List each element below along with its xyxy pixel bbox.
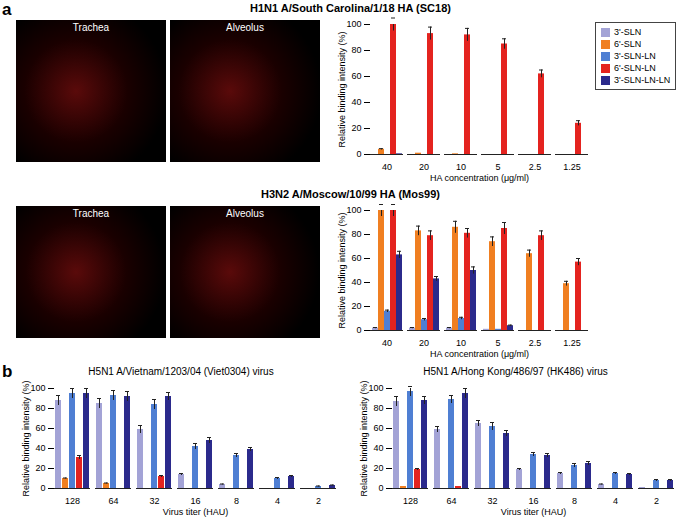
html-text:H1N1 A/South Carolina/1/18 HA: H1N1 A/South Carolina/1/18 HA (SC18): [250, 2, 451, 14]
svg-text:20: 20: [35, 463, 45, 473]
svg-text:40: 40: [373, 443, 383, 453]
svg-text:0: 0: [356, 149, 361, 159]
svg-text:40: 40: [35, 443, 45, 453]
svg-text:2: 2: [654, 496, 659, 506]
svg-text:8: 8: [572, 496, 577, 506]
svg-text:0: 0: [356, 325, 361, 335]
svg-text:20: 20: [351, 123, 361, 133]
svg-text:10: 10: [456, 338, 466, 348]
svg-text:80: 80: [351, 45, 361, 55]
html-text:6'-SLN-LN: 6'-SLN-LN: [614, 63, 656, 73]
svg-text:60: 60: [351, 253, 361, 263]
html-text:a: a: [2, 0, 12, 19]
svg-text:20: 20: [373, 463, 383, 473]
svg-text:0: 0: [40, 483, 45, 493]
svg-text:5: 5: [495, 162, 500, 172]
svg-text:HA concentration (μg/ml): HA concentration (μg/ml): [430, 349, 529, 359]
svg-text:1.25: 1.25: [563, 162, 581, 172]
html-text:3'-SLN-LN: 3'-SLN-LN: [614, 51, 656, 61]
svg-text:64: 64: [446, 496, 456, 506]
html-text:H5N1 A/Hong Kong/486/97 (HK486: H5N1 A/Hong Kong/486/97 (HK486) virus: [423, 366, 608, 377]
svg-text:16: 16: [528, 496, 538, 506]
svg-text:40: 40: [382, 338, 392, 348]
svg-text:4: 4: [613, 496, 618, 506]
svg-text:2: 2: [316, 496, 321, 506]
svg-text:Relative binding intensity (%): Relative binding intensity (%): [337, 31, 347, 147]
svg-text:60: 60: [351, 71, 361, 81]
svg-text:32: 32: [487, 496, 497, 506]
svg-text:1.25: 1.25: [563, 338, 581, 348]
html-text:Alveolus: Alveolus: [226, 208, 264, 219]
html-text:H3N2 A/Moscow/10/99 HA (Mos99): H3N2 A/Moscow/10/99 HA (Mos99): [261, 188, 440, 200]
html-text:3'-SLN-LN-LN: 3'-SLN-LN-LN: [614, 75, 671, 85]
html-text:H5N1 A/Vietnam/1203/04 (Viet03: H5N1 A/Vietnam/1203/04 (Viet0304) virus: [88, 366, 274, 377]
svg-text:16: 16: [190, 496, 200, 506]
svg-text:40: 40: [351, 97, 361, 107]
svg-text:100: 100: [346, 205, 361, 215]
svg-text:HA concentration (μg/ml): HA concentration (μg/ml): [430, 173, 529, 183]
svg-text:100: 100: [346, 19, 361, 29]
svg-text:Relative binding intensity (%): Relative binding intensity (%): [359, 380, 369, 496]
svg-text:80: 80: [35, 403, 45, 413]
svg-text:Relative binding intensity (%): Relative binding intensity (%): [337, 212, 347, 328]
svg-text:20: 20: [419, 162, 429, 172]
svg-text:128: 128: [403, 496, 418, 506]
html-text:Trachea: Trachea: [72, 208, 110, 219]
svg-text:4: 4: [275, 496, 280, 506]
svg-text:128: 128: [65, 496, 80, 506]
svg-text:60: 60: [373, 423, 383, 433]
html-text:Alveolus: Alveolus: [226, 22, 264, 33]
svg-text:Relative binding intensity (%): Relative binding intensity (%): [21, 380, 31, 496]
svg-text:32: 32: [149, 496, 159, 506]
html-text:3'-SLN: 3'-SLN: [614, 27, 642, 37]
svg-text:40: 40: [351, 277, 361, 287]
svg-text:2.5: 2.5: [529, 338, 542, 348]
svg-text:2.5: 2.5: [529, 162, 542, 172]
svg-text:100: 100: [30, 383, 45, 393]
svg-text:64: 64: [108, 496, 118, 506]
svg-text:40: 40: [382, 162, 392, 172]
svg-text:10: 10: [456, 162, 466, 172]
svg-text:80: 80: [373, 403, 383, 413]
svg-text:100: 100: [368, 383, 383, 393]
svg-text:0: 0: [378, 483, 383, 493]
svg-text:20: 20: [419, 338, 429, 348]
html-text:Trachea: Trachea: [72, 22, 110, 33]
svg-text:20: 20: [351, 301, 361, 311]
svg-text:5: 5: [495, 338, 500, 348]
svg-text:60: 60: [35, 423, 45, 433]
html-text:6'-SLN: 6'-SLN: [614, 39, 642, 49]
svg-text:Virus titer (HAU): Virus titer (HAU): [163, 507, 228, 517]
svg-text:8: 8: [234, 496, 239, 506]
svg-text:Virus titer (HAU): Virus titer (HAU): [501, 507, 566, 517]
svg-text:80: 80: [351, 229, 361, 239]
html-text:b: b: [2, 362, 13, 381]
